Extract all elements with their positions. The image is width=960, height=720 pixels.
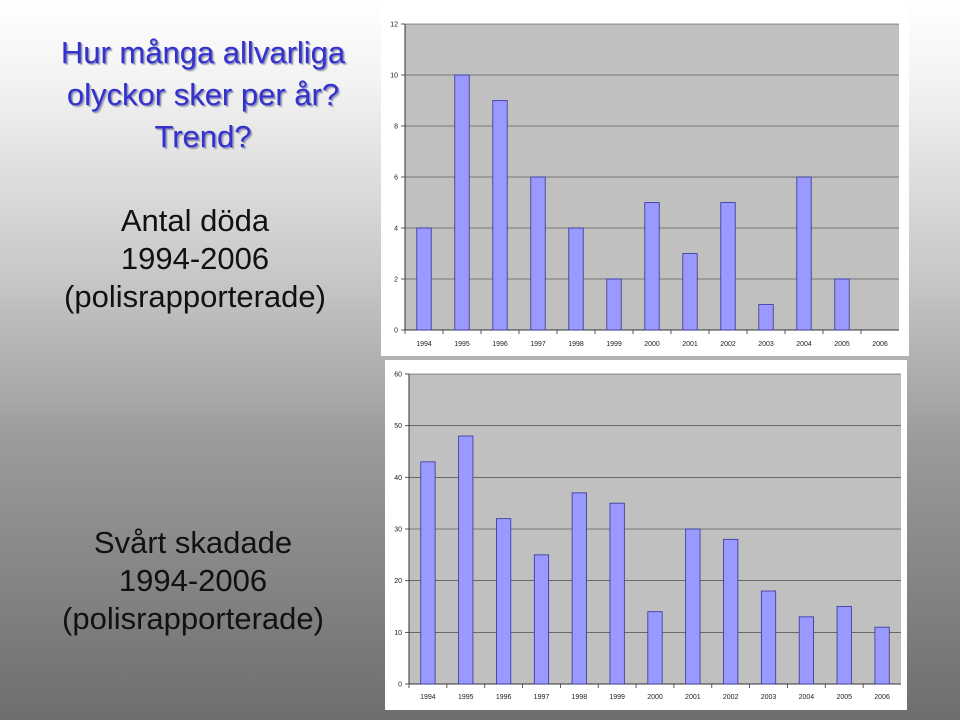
injured-bar-2005: [836, 606, 852, 685]
y-tick-label: 2: [394, 277, 398, 284]
x-tick-label: 2004: [796, 341, 812, 348]
deaths-bar-1996: [492, 100, 508, 331]
caption-line: (polisrapporterade): [62, 601, 324, 636]
y-tick-label: 10: [394, 630, 402, 637]
deaths-bar-2001: [682, 253, 698, 331]
injured-bar-1998: [571, 492, 587, 685]
deaths-chart-svg: 0 2 4 6 8 10 12 1994 1995 1996 1997 1998 1999 2000 200…: [390, 22, 899, 348]
y-tick-label: 4: [394, 226, 398, 233]
slide-title: Hur många allvarliga olyckor sker per år…: [28, 32, 378, 158]
caption-deaths: Antal döda 1994-2006 (polisrapporterade): [30, 202, 360, 316]
y-tick-label: 20: [394, 578, 402, 585]
deaths-bar-1995: [454, 74, 470, 331]
x-tick-label: 1999: [606, 341, 622, 348]
deaths-bar-2003: [758, 304, 774, 331]
deaths-bar-2002: [720, 202, 736, 331]
injured-chart-svg: 0 10 20 30 40 50 60 1994 1995 1996 1997 1998 1999 200…: [394, 372, 901, 701]
caption-line: 1994-2006: [118, 563, 268, 598]
injured-bar-2003: [760, 590, 777, 685]
deaths-bar-1994: [416, 227, 432, 331]
x-tick-label: 2003: [761, 694, 777, 701]
caption-injured: Svårt skadade 1994-2006 (polisrapportera…: [28, 524, 358, 638]
caption-line: Antal döda: [120, 203, 270, 238]
injured-bar-2004: [798, 616, 814, 685]
caption-line: 1994-2006: [120, 241, 270, 276]
x-tick-label: 2001: [685, 694, 701, 701]
x-tick-label: 1994: [420, 694, 436, 701]
injured-bar-1999: [609, 502, 625, 685]
x-tick-label: 1999: [609, 694, 625, 701]
y-tick-label: 8: [394, 124, 398, 131]
x-tick-label: 2004: [799, 694, 815, 701]
injured-chart: 0 10 20 30 40 50 60 1994 1995 1996 1997 1998 1999 200…: [385, 360, 907, 710]
x-tick-label: 1996: [496, 694, 512, 701]
y-tick-label: 12: [390, 22, 398, 29]
y-tick-label: 0: [394, 328, 398, 335]
deaths-bar-2000: [644, 202, 660, 331]
y-tick-label: 0: [398, 682, 402, 689]
deaths-bar-1997: [530, 176, 546, 331]
deaths-chart: 0 2 4 6 8 10 12 1994 1995 1996 1997 1998 1999 2000 200…: [381, 2, 909, 356]
x-tick-label: 1995: [458, 694, 474, 701]
x-tick-label: 2000: [644, 341, 660, 348]
injured-bar-1997: [533, 554, 550, 685]
deaths-bar-1998: [568, 227, 584, 331]
x-tick-label: 1996: [492, 341, 508, 348]
x-tick-label: 1997: [534, 694, 550, 701]
x-tick-label: 1995: [454, 341, 470, 348]
x-tick-label: 2003: [758, 341, 774, 348]
x-tick-label: 2001: [682, 341, 698, 348]
x-tick-label: 1997: [530, 341, 546, 348]
y-tick-label: 30: [394, 527, 402, 534]
y-tick-label: 6: [394, 175, 398, 182]
x-tick-label: 2005: [834, 341, 850, 348]
x-tick-label: 1998: [572, 694, 588, 701]
x-tick-label: 2002: [723, 694, 739, 701]
caption-line: (polisrapporterade): [64, 279, 326, 314]
caption-line: Svårt skadade: [93, 525, 293, 560]
injured-bar-2000: [647, 611, 663, 685]
y-tick-label: 60: [394, 372, 402, 379]
injured-bar-1995: [458, 435, 474, 685]
injured-bar-2001: [685, 528, 701, 685]
x-tick-label: 2005: [836, 694, 852, 701]
title-line: Hur många allvarliga: [60, 35, 346, 70]
x-tick-label: 2006: [874, 694, 890, 701]
injured-bar-1994: [420, 461, 436, 685]
x-tick-label: 2006: [872, 341, 888, 348]
x-tick-label: 1998: [568, 341, 584, 348]
injured-bar-1996: [496, 518, 512, 685]
deaths-bar-2004: [796, 176, 812, 331]
x-tick-label: 1994: [416, 341, 432, 348]
title-line: Trend?: [154, 119, 252, 154]
deaths-bar-2005: [834, 278, 850, 331]
y-tick-label: 40: [394, 475, 402, 482]
deaths-bar-1999: [606, 278, 622, 331]
x-tick-label: 2000: [647, 694, 663, 701]
title-line: olyckor sker per år?: [66, 77, 340, 112]
y-tick-label: 50: [394, 423, 402, 430]
x-tick-label: 2002: [720, 341, 736, 348]
y-tick-label: 10: [390, 73, 398, 80]
injured-bar-2002: [723, 538, 739, 685]
injured-bar-2006: [874, 626, 890, 685]
